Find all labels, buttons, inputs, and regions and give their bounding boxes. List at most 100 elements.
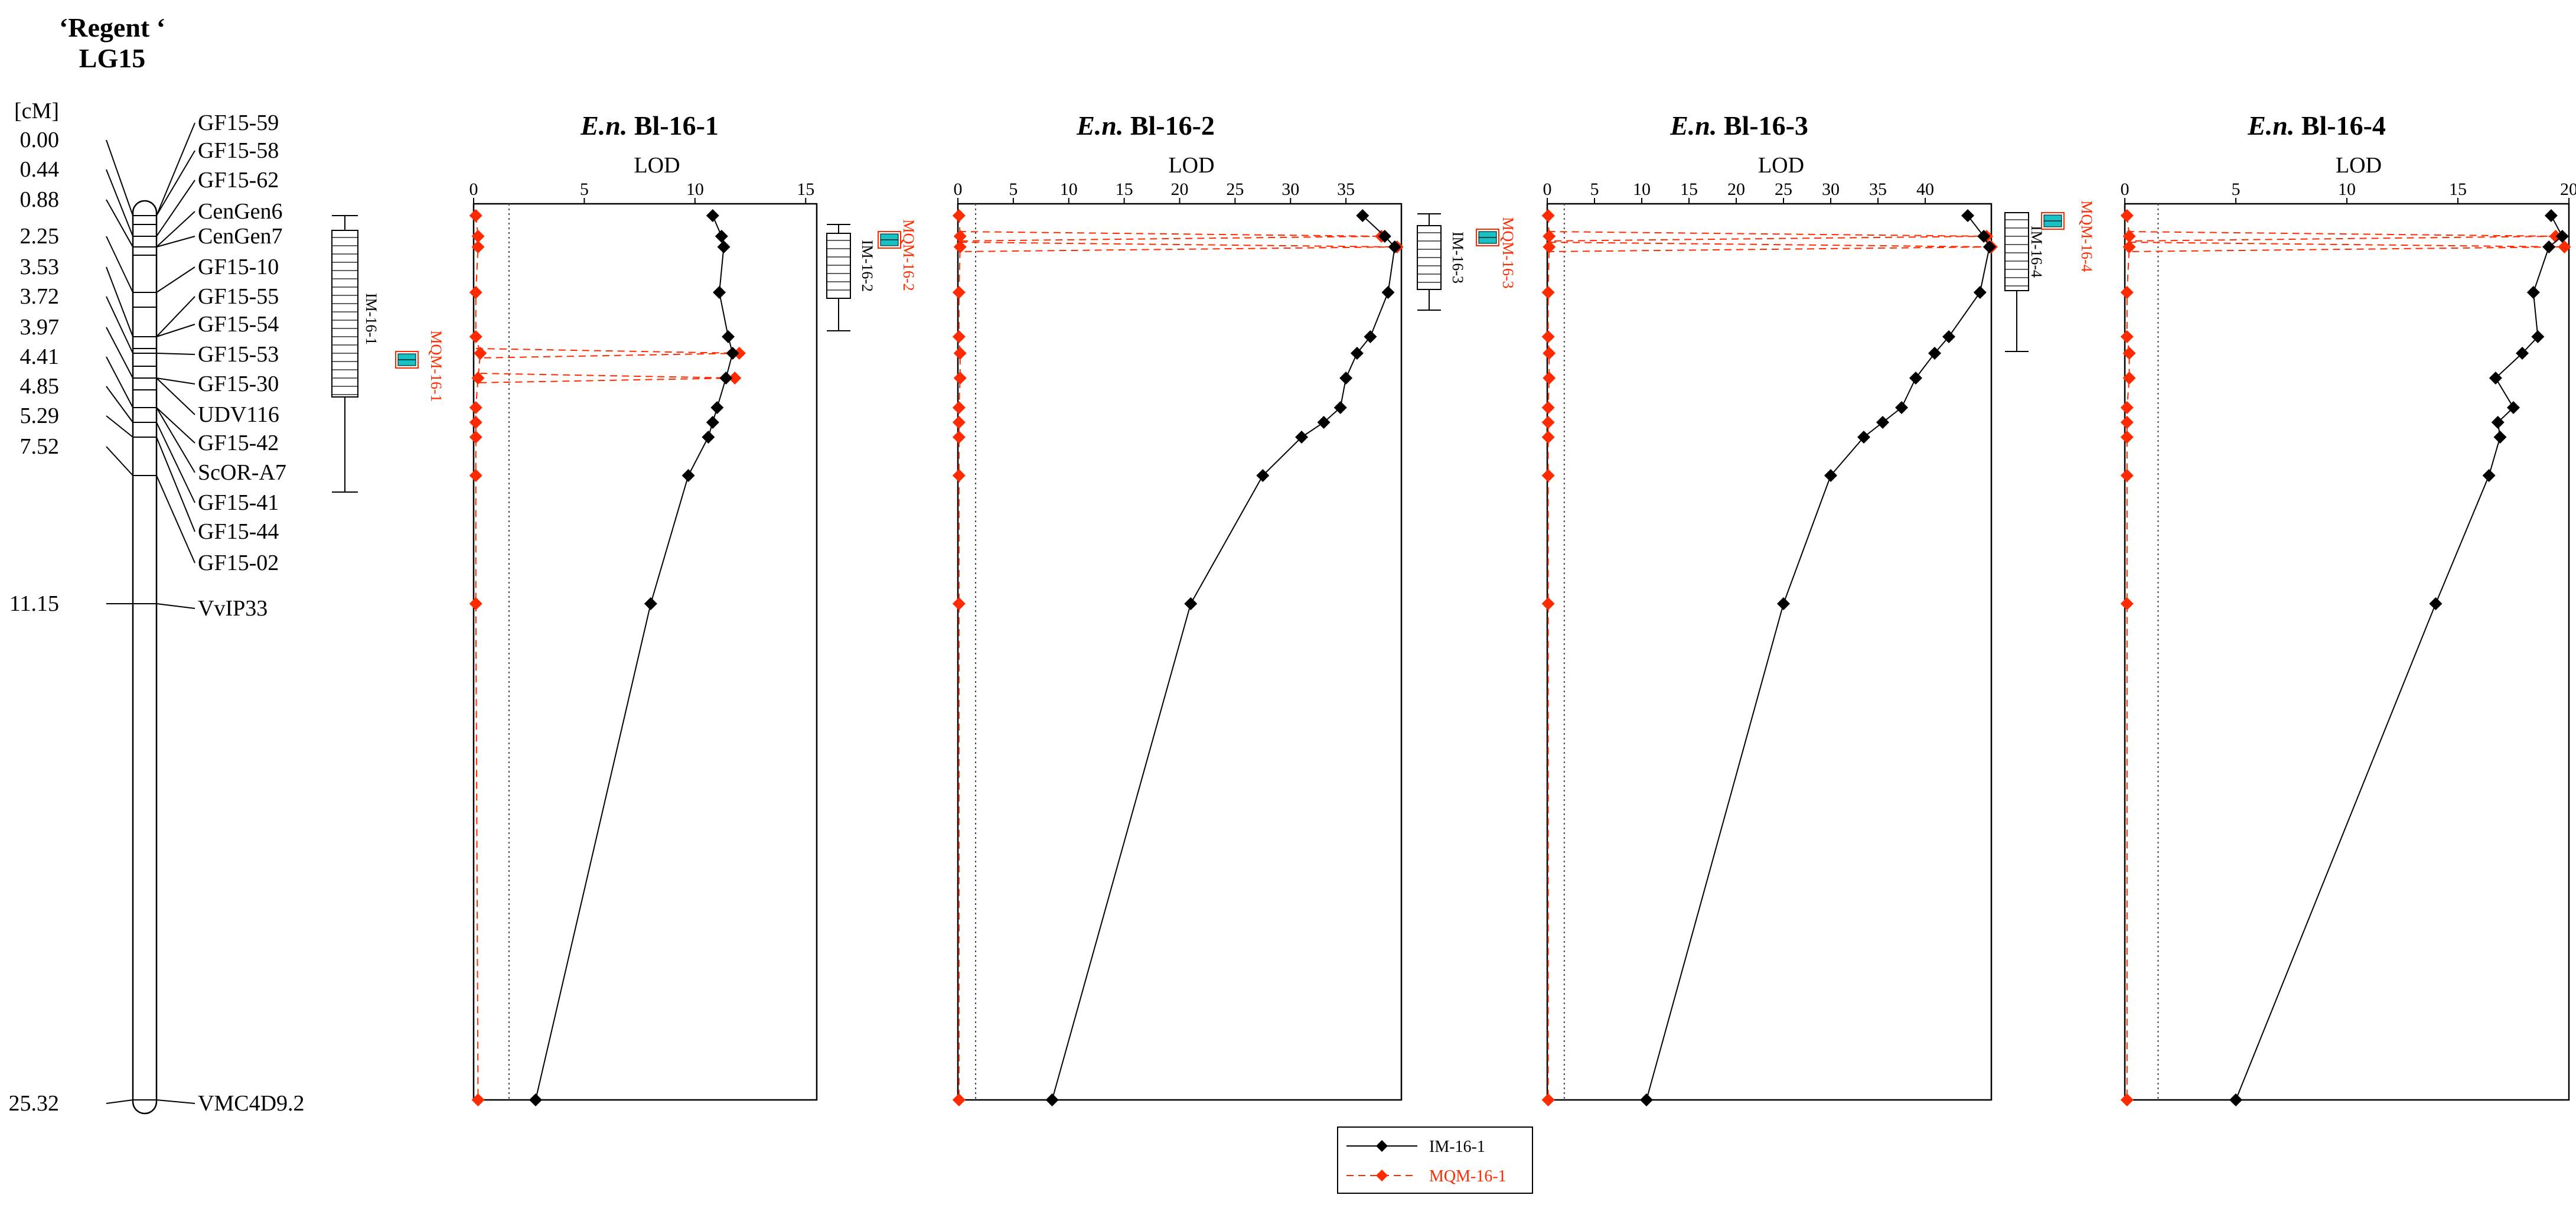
x-tick-label: 0 (469, 180, 478, 199)
mqm-point (2120, 469, 2134, 482)
lod-panel-2: E.n. Bl-16-2 LOD 0 5 10 15 20 25 30 35 IM-16-2 MQM-… (826, 110, 1404, 1106)
x-tick-label: 15 (1116, 180, 1133, 199)
mqm-point (2122, 240, 2136, 253)
mqm-peak-line (2129, 242, 2565, 248)
im-point (1640, 1093, 1653, 1106)
x-tick-label: 10 (1633, 180, 1651, 199)
lod-panel-1: E.n. Bl-16-1 LOD 0 5 10 15 (469, 110, 818, 1106)
mqm-point (1541, 469, 1555, 482)
mqm-peak-line (2129, 236, 2556, 242)
im-point (2429, 597, 2443, 610)
panel-title: E.n. Bl-16-3 (1669, 110, 1808, 141)
mqm-point (2122, 230, 2136, 243)
marker-label: GF15-42 (198, 431, 279, 455)
im-point (1333, 401, 1347, 414)
qtl-mqm-16-1-label: MQM-16-1 (428, 330, 445, 402)
legend-mqm-label: MQM-16-1 (1429, 1167, 1507, 1186)
im-point (702, 431, 715, 444)
x-tick-label: 15 (1680, 180, 1698, 199)
im-point (2526, 286, 2540, 299)
im-point (2516, 347, 2529, 360)
marker-label: GF15-10 (198, 255, 279, 279)
cm-label: 2.25 (20, 224, 60, 249)
mqm-point (953, 240, 967, 253)
mqm-point (469, 286, 482, 299)
cm-label: 3.53 (20, 255, 60, 279)
legend-mqm-marker (1376, 1170, 1388, 1181)
qtl-box (2004, 212, 2029, 291)
im-series-line (2235, 215, 2563, 1100)
im-point (2544, 209, 2558, 222)
marker-label: CenGen6 (198, 199, 283, 224)
im-point (2493, 431, 2507, 444)
panel-qtl-im (2004, 212, 2029, 352)
im-point (1364, 330, 1377, 343)
plot-frame (472, 203, 818, 1101)
x-tick-label: 35 (1869, 180, 1887, 199)
mqm-point (2120, 401, 2134, 414)
mqm-point (952, 469, 966, 482)
cm-connector (106, 327, 133, 379)
mqm-point (952, 416, 966, 429)
panel-title-italic: E.n. (2247, 110, 2301, 141)
marker-connector (156, 377, 195, 415)
x-tick-label: 20 (1171, 180, 1189, 199)
mqm-point (1541, 1093, 1555, 1106)
x-tick-label: 5 (2232, 180, 2241, 199)
marker-label: VMC4D9.2 (198, 1091, 305, 1116)
mqm-point (1541, 401, 1555, 414)
x-tick-label: 10 (1060, 180, 1078, 199)
map-title-line2: LG15 (79, 43, 145, 73)
panel-title: E.n. Bl-16-4 (2247, 110, 2386, 141)
im-point (1295, 431, 1309, 444)
marker-connector (156, 377, 195, 385)
mqm-point (471, 1093, 485, 1106)
cm-label: 7.52 (20, 434, 60, 459)
mqm-point (953, 347, 967, 360)
cm-label: 4.85 (20, 374, 60, 399)
cm-connector (106, 415, 133, 438)
panel-title: E.n. Bl-16-1 (580, 110, 719, 141)
cm-connector (106, 1099, 133, 1104)
im-series-line (1646, 215, 1990, 1100)
panel-qtl-im-label: IM-16-2 (859, 240, 876, 292)
mqm-peak-line (1548, 246, 1992, 252)
panel-title: E.n. Bl-16-2 (1076, 110, 1215, 141)
cm-label: 0.88 (20, 187, 60, 212)
plot-frame (1546, 203, 1993, 1101)
marker-connector (156, 180, 195, 237)
marker-label: GF15-62 (198, 168, 279, 193)
im-point (1982, 240, 1996, 253)
cm-label: 3.97 (20, 315, 60, 340)
mqm-point (474, 347, 487, 360)
im-point (713, 286, 726, 299)
x-tick-label: 25 (1775, 180, 1792, 199)
im-point (1388, 240, 1401, 253)
im-point (682, 469, 695, 482)
marker-connector (156, 407, 195, 444)
marker-connector (156, 266, 195, 293)
x-tick-label: 10 (2338, 180, 2356, 199)
legend-im-label: IM-16-1 (1429, 1138, 1485, 1156)
marker-label: GF15-53 (198, 342, 279, 367)
mqm-point (2120, 416, 2134, 429)
marker-connector (156, 422, 195, 503)
im-point (1317, 416, 1331, 429)
cm-label: 3.72 (20, 284, 60, 309)
mqm-point (1541, 431, 1555, 444)
mqm-point (952, 1093, 966, 1106)
mqm-point (2120, 597, 2134, 610)
qtl-mqm-16-1 (395, 351, 419, 369)
mqm-point (469, 416, 482, 429)
legend-box (1337, 1126, 1533, 1194)
x-tick-label: 10 (686, 180, 704, 199)
im-point (2489, 372, 2502, 385)
im-point (2542, 240, 2556, 253)
mqm-point (1541, 286, 1555, 299)
mqm-point (469, 209, 482, 222)
cm-unit-label: [cM] (14, 99, 59, 123)
im-point (722, 330, 735, 343)
im-point (726, 347, 739, 360)
mqm-point (2120, 1093, 2134, 1106)
panel-qtl-mqm-label: MQM-16-2 (900, 219, 917, 291)
